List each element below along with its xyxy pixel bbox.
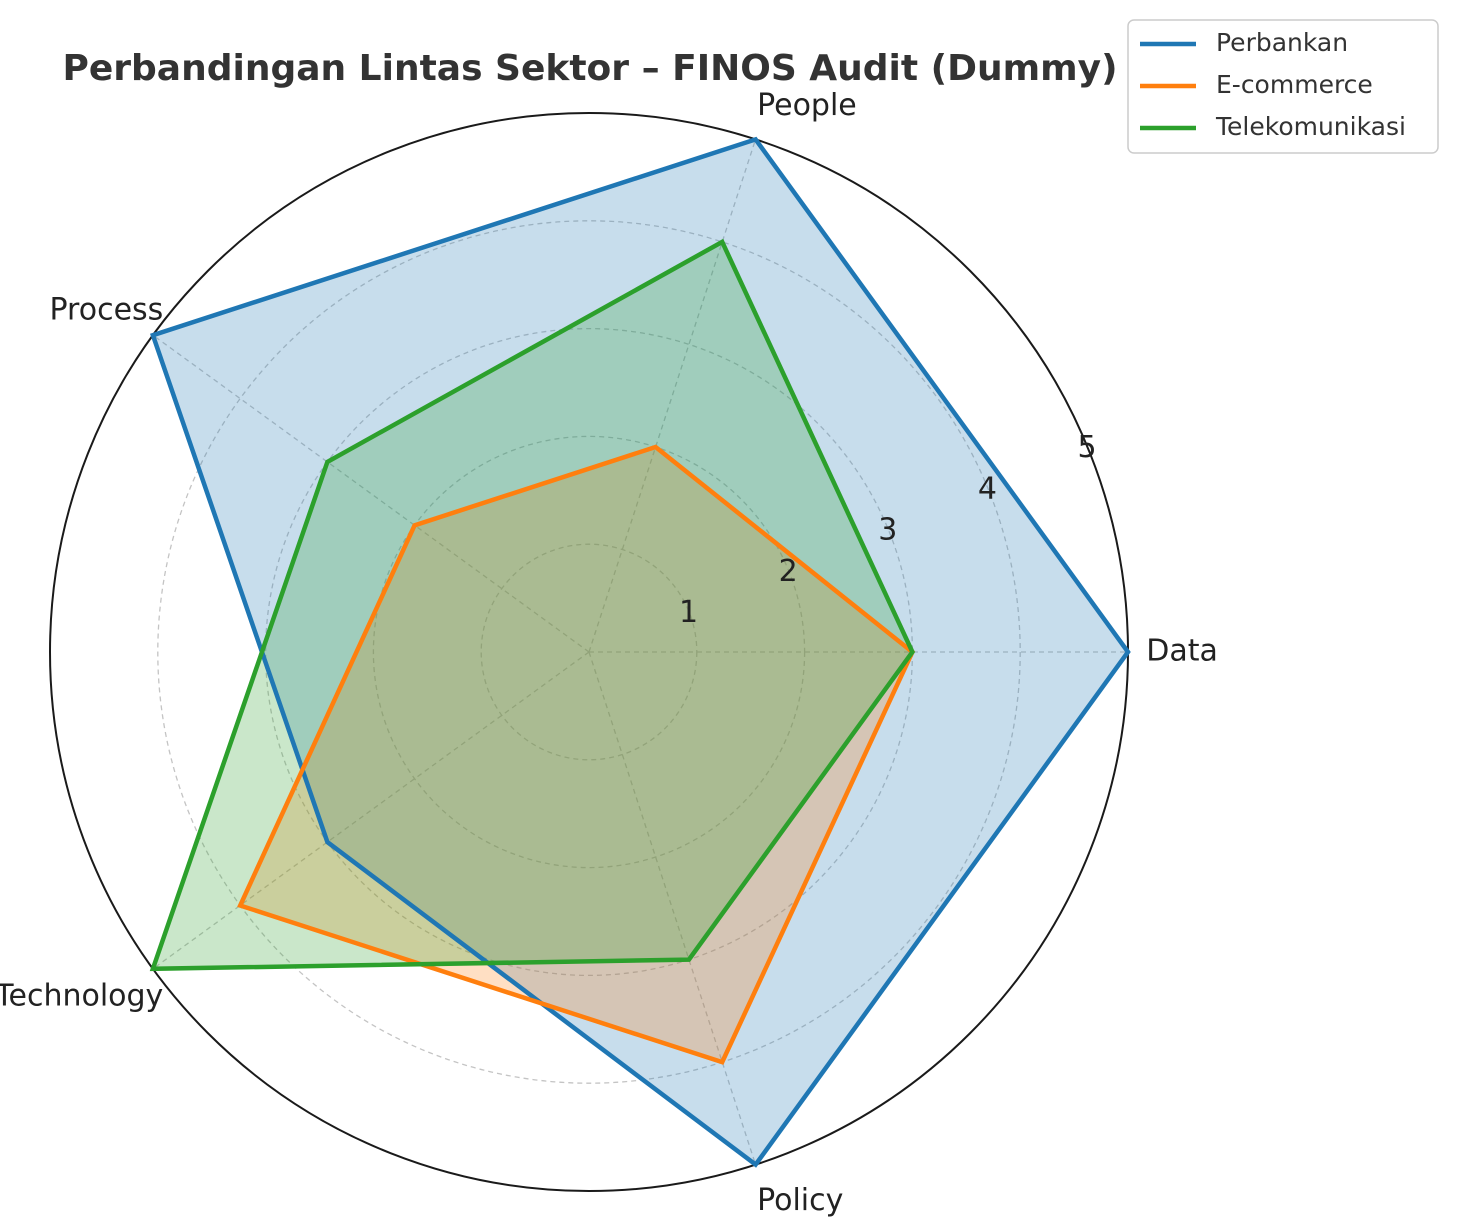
grid-circle-2 — [372, 435, 806, 869]
series-fill-telekomunikasi — [152, 241, 913, 969]
category-label-people: People — [757, 88, 857, 123]
legend-label-perbankan: Perbankan — [1216, 28, 1348, 57]
category-label-technology: Technology — [0, 979, 163, 1014]
r-tick-label: 3 — [878, 513, 897, 548]
category-label-policy: Policy — [757, 1183, 843, 1218]
r-tick-label: 5 — [1077, 430, 1096, 465]
legend: Perbankan E-commerce Telekomunikasi — [1127, 19, 1439, 154]
legend-label-telekomunikasi: Telekomunikasi — [1215, 112, 1406, 141]
grid-circle-4 — [157, 220, 1021, 1084]
chart-title: Perbandingan Lintas Sektor – FINOS Audit… — [62, 48, 1117, 89]
series-layer — [149, 136, 1131, 1168]
series-line-e-commerce — [237, 444, 916, 1065]
series-fill-perbankan — [152, 139, 1128, 1165]
legend-box — [1127, 19, 1439, 154]
label-layer: 1 2 3 4 5 Data People Process Technology Policy — [0, 88, 1218, 1218]
r-tick-label: 2 — [779, 554, 798, 589]
grid-circle-1 — [480, 543, 698, 761]
series-fill-e-commerce — [240, 447, 913, 1063]
r-tick-label: 1 — [679, 595, 698, 630]
category-label-data: Data — [1146, 634, 1218, 669]
category-label-process: Process — [49, 292, 163, 327]
legend-label-e-commerce: E-commerce — [1216, 70, 1373, 99]
r-tick-label: 4 — [978, 472, 997, 507]
series-line-perbankan — [150, 136, 1131, 1168]
series-line-telekomunikasi — [149, 238, 915, 972]
